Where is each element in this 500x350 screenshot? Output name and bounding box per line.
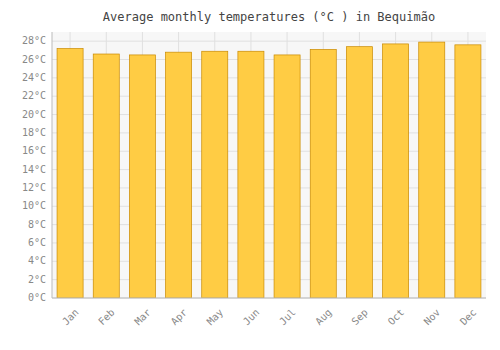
x-tick-label: Feb	[96, 307, 117, 328]
bars	[57, 42, 481, 298]
y-tick-label: 2°C	[28, 274, 46, 285]
x-tick-label: Nov	[422, 307, 443, 328]
bar	[238, 51, 264, 298]
bar	[93, 54, 119, 298]
title: Average monthly temperatures (°C ) in Be…	[103, 10, 435, 24]
x-tick-label: May	[205, 307, 226, 328]
y-tick-label: 24°C	[22, 72, 46, 83]
chart: 0°C 2°C 4°C 6°C 8°C 10°C 12°C 14°C 16°C 18°C 20°C 2…	[0, 0, 500, 350]
x-tick-label: Oct	[386, 307, 407, 328]
y-tick-label: 0°C	[28, 292, 46, 303]
y-tick-label: 26°C	[22, 54, 46, 65]
x-tick-label: Aug	[313, 307, 334, 328]
x-tick-label: Apr	[169, 307, 190, 328]
bar	[383, 44, 409, 298]
y-tick-label: 8°C	[28, 219, 46, 230]
x-axis-line	[52, 298, 486, 299]
bar	[166, 52, 192, 298]
plot-background	[52, 32, 486, 298]
x-tick-label: Jan	[60, 307, 81, 328]
y-tick-label: 12°C	[22, 182, 46, 193]
y-tick-label: 4°C	[28, 255, 46, 266]
axes: 0°C 2°C 4°C 6°C 8°C 10°C 12°C 14°C 16°C 18°C 20°C 2…	[22, 35, 479, 327]
x-tick-label: Jun	[241, 307, 262, 328]
y-tick-label: 28°C	[22, 35, 46, 46]
bar	[202, 51, 228, 298]
x-tick-label: Dec	[458, 307, 479, 328]
y-tick-label: 20°C	[22, 109, 46, 120]
bar	[129, 55, 155, 298]
y-axis-line	[52, 32, 53, 298]
x-tick-label: Sep	[349, 307, 370, 328]
bar	[455, 45, 481, 298]
x-tick-label: Jul	[277, 307, 298, 328]
grid-line	[52, 41, 486, 42]
bar	[346, 47, 372, 298]
bar	[419, 42, 445, 298]
y-tick-label: 6°C	[28, 237, 46, 248]
y-tick-label: 16°C	[22, 145, 46, 156]
y-tick-label: 22°C	[22, 90, 46, 101]
grid	[52, 32, 486, 298]
y-tick-label: 14°C	[22, 164, 46, 175]
bar	[274, 55, 300, 298]
x-tick-label: Mar	[132, 307, 153, 328]
bar	[310, 49, 336, 298]
bar	[57, 49, 83, 298]
y-tick-label: 10°C	[22, 200, 46, 211]
y-tick-label: 18°C	[22, 127, 46, 138]
grid-line	[52, 298, 486, 299]
